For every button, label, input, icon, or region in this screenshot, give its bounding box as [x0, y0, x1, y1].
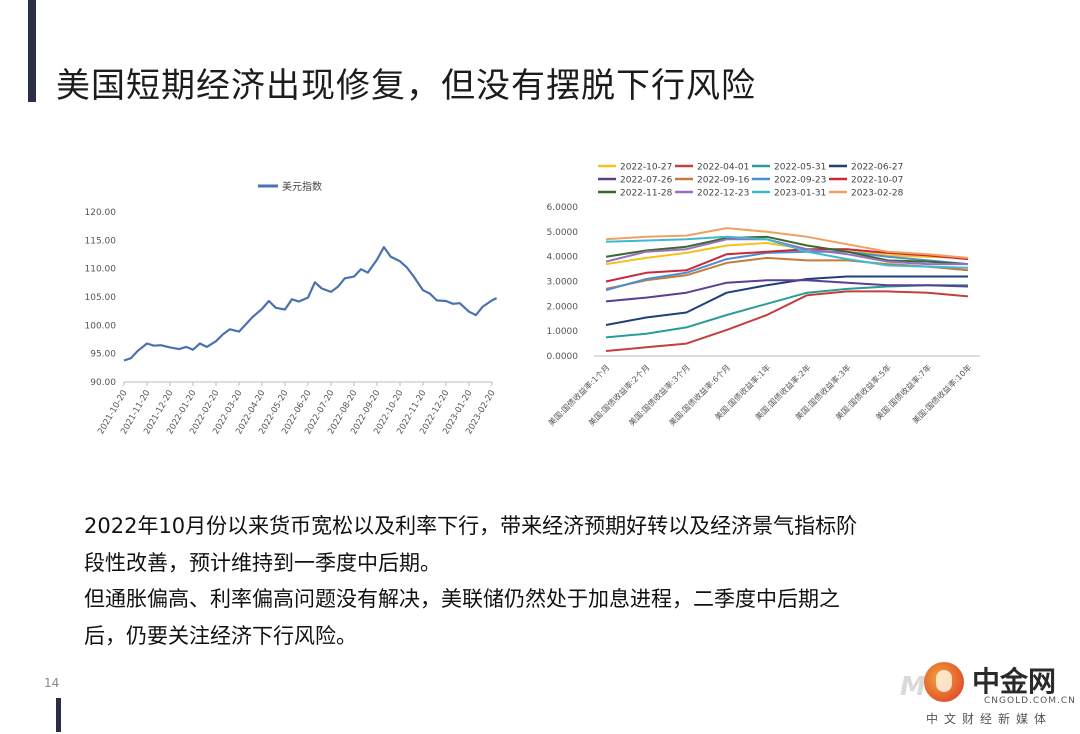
legend-label: 2022-11-28	[620, 189, 673, 199]
series-line-2022-07-26	[605, 279, 969, 303]
logo-emblem-highlight	[936, 670, 952, 692]
body-text: 2022年10月份以来货币宽松以及利率下行，带来经济预期好转以及经济景气指标阶 …	[84, 508, 1004, 654]
legend-label: 美元指数	[282, 180, 322, 193]
series-line-2022-09-23	[605, 250, 969, 292]
y-tick-label: 5.0000	[547, 228, 579, 238]
legend-label: 2023-01-31	[774, 189, 826, 199]
legend-label: 2022-04-01	[697, 163, 749, 173]
series-line-dollar-index	[123, 245, 498, 362]
y-tick-label: 2.0000	[547, 302, 579, 312]
body-line: 后，仍要关注经济下行风险。	[84, 623, 357, 648]
legend: 美元指数	[258, 180, 322, 193]
legend-label: 2022-09-23	[774, 176, 826, 186]
series-line-2023-02-28	[605, 227, 969, 259]
legend-label: 2022-09-16	[697, 176, 750, 186]
logo-url: CNGOLD.COM.CN	[984, 696, 1076, 706]
y-tick-label: 115.00	[85, 236, 117, 246]
footer-accent-bar	[56, 698, 61, 732]
series-line-2023-01-31	[605, 235, 969, 269]
logo-watermark-text: M	[900, 672, 926, 702]
y-tick-label: 90.00	[90, 378, 116, 388]
y-tick-label: 100.00	[85, 321, 117, 331]
logo-name: 中金网	[972, 665, 1057, 698]
treasury-yield-curve-chart: 2022-10-27 2022-04-01 2022-05-31 2022-06-27…	[546, 163, 980, 428]
series-line-2022-06-27	[605, 275, 968, 326]
y-tick-label: 95.00	[90, 350, 116, 360]
y-tick-label: 4.0000	[547, 253, 579, 263]
legend-label: 2022-10-07	[851, 176, 903, 186]
title-accent-bar	[28, 0, 36, 102]
series-line-2022-10-07	[605, 248, 969, 283]
body-line: 但通胀偏高、利率偏高问题没有解决，美联储仍然处于加息进程，二季度中后期之	[84, 587, 840, 611]
y-tick-label: 1.0000	[547, 327, 579, 337]
legend-label: 2023-02-28	[851, 189, 904, 199]
y-tick-label: 110.00	[85, 265, 117, 275]
y-tick-label: 105.00	[85, 293, 117, 303]
dollar-index-chart: 美元指数 120.00 115.00 110.00 105.00 100.00 95.00 9…	[85, 180, 498, 436]
legend: 2022-10-27 2022-04-01 2022-05-31 2022-06-27…	[598, 163, 904, 199]
series-line-2022-12-23	[605, 238, 968, 266]
legend-label: 2022-06-27	[851, 163, 903, 173]
y-tick-label: 0.0000	[547, 352, 579, 362]
series-line-2022-11-28	[605, 235, 969, 266]
y-tick-label: 6.0000	[547, 203, 579, 213]
y-tick-label: 3.0000	[547, 278, 579, 288]
legend-label: 2022-05-31	[774, 163, 826, 173]
logo-subtitle: 中文财经新媒体	[926, 712, 1053, 726]
body-line: 段性改善，预计维持到一季度中后期。	[84, 550, 441, 575]
slide-title: 美国短期经济出现修复，但没有摆脱下行风险	[56, 66, 756, 106]
body-line: 2022年10月份以来货币宽松以及利率下行，带来经济预期好转以及经济景气指标阶	[84, 514, 858, 538]
legend-label: 2022-07-26	[620, 176, 673, 186]
series-line-2022-04-01	[605, 290, 969, 352]
y-tick-label: 120.00	[85, 208, 117, 218]
cngold-logo: M 中金网 CNGOLD.COM.CN 中文财经新媒体	[900, 658, 1076, 728]
legend-label: 2022-10-27	[620, 163, 672, 173]
page-number: 14	[44, 676, 60, 690]
legend-label: 2022-12-23	[697, 189, 749, 199]
